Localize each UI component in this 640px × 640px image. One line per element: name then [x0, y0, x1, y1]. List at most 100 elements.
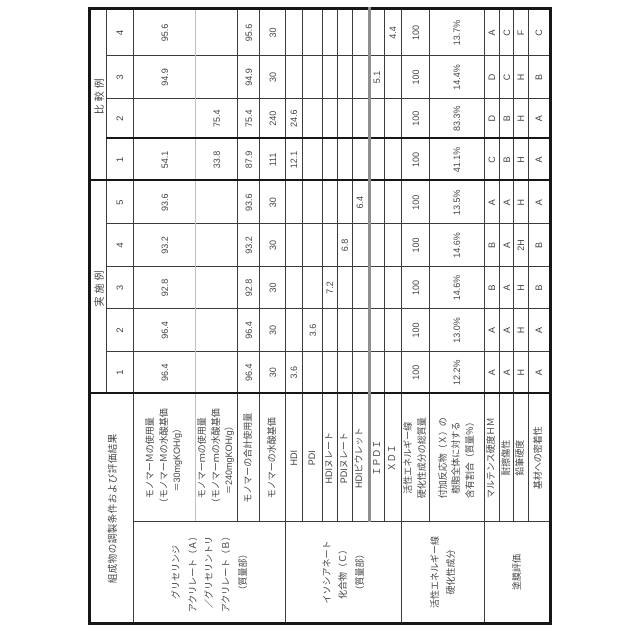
group-label-curable-component: 活性エネルギー線 硬化性成分: [401, 521, 485, 624]
value-cell: [302, 266, 323, 309]
value-cell: [322, 351, 338, 394]
group-label-acrylate: グリセリンジ アクリレート（Ａ） ／グリセリントリ アクリレート（Ｂ） （質量部…: [133, 521, 286, 624]
value-cell: [302, 180, 323, 224]
value-cell: [285, 8, 303, 56]
example-number: 1: [106, 351, 134, 394]
value-cell: [285, 55, 303, 99]
value-cell: 93.6: [133, 180, 196, 224]
value-cell: [352, 138, 370, 181]
value-cell: 75.4: [237, 98, 260, 139]
value-cell: 93.2: [133, 223, 196, 267]
value-cell: [369, 180, 385, 224]
example-number: 3: [106, 266, 134, 309]
value-cell: 87.9: [237, 138, 260, 181]
value-cell: [352, 98, 370, 139]
value-cell: 100: [401, 55, 430, 99]
value-cell: H: [513, 308, 529, 352]
value-cell: D: [484, 55, 500, 99]
example-number: 4: [106, 223, 134, 267]
row-label: モノマーの合計使用量: [237, 393, 260, 522]
value-cell: A: [484, 180, 500, 224]
row-label: モノマーの水酸基価: [259, 393, 286, 522]
value-cell: 7.2: [322, 266, 338, 309]
value-cell: 14.6%: [429, 223, 485, 267]
comparative-number: 1: [106, 138, 134, 181]
value-cell: 4.4: [384, 8, 402, 56]
value-cell: A: [499, 308, 514, 352]
value-cell: D: [484, 98, 500, 139]
value-cell: 100: [401, 138, 430, 181]
value-cell: 30: [259, 266, 286, 309]
table-row: 塗膜評価 マルテンス硬度ＨＭ A A B B A C D D A: [484, 8, 551, 624]
value-cell: A: [528, 180, 551, 224]
value-cell: 95.6: [133, 8, 196, 56]
row-label: モノマーｍの使用量 （モノマーｍの水酸基価 ＝240mgKOH/g）: [195, 393, 238, 522]
value-cell: B: [528, 266, 551, 309]
value-cell: [337, 266, 352, 309]
header-row-blocks: 組成物の調製条件および評価結果 実施例 比較例: [89, 8, 134, 624]
value-cell: [285, 180, 303, 224]
value-cell: 92.8: [133, 266, 196, 309]
value-cell: 33.8: [195, 138, 238, 181]
value-cell: [384, 180, 402, 224]
value-cell: [285, 308, 303, 352]
value-cell: 30: [259, 8, 286, 56]
value-cell: [369, 8, 385, 56]
comparative-number: 3: [106, 55, 134, 99]
value-cell: 3.6: [285, 351, 303, 394]
value-cell: [337, 8, 352, 56]
value-cell: [337, 308, 352, 352]
value-cell: C: [484, 138, 500, 181]
value-cell: 100: [401, 223, 430, 267]
value-cell: H: [513, 266, 529, 309]
value-cell: 92.8: [237, 266, 260, 309]
value-cell: B: [484, 266, 500, 309]
value-cell: [195, 351, 238, 394]
value-cell: 13.5%: [429, 180, 485, 224]
value-cell: A: [528, 138, 551, 181]
row-label: マルテンス硬度ＨＭ: [484, 393, 500, 522]
row-label: HDI: [285, 393, 303, 522]
value-cell: 13.0%: [429, 308, 485, 352]
value-cell: 13.7%: [429, 8, 485, 56]
value-cell: 12.2%: [429, 351, 485, 394]
value-cell: [384, 266, 402, 309]
value-cell: [302, 55, 323, 99]
value-cell: [337, 351, 352, 394]
value-cell: [322, 8, 338, 56]
value-cell: 6.8: [337, 223, 352, 267]
value-cell: B: [484, 223, 500, 267]
value-cell: [195, 55, 238, 99]
value-cell: 14.6%: [429, 266, 485, 309]
row-label: 活性エネルギー線 硬化性成分の総質量: [401, 393, 430, 522]
value-cell: 111: [259, 138, 286, 181]
value-cell: [384, 98, 402, 139]
value-cell: 96.4: [133, 308, 196, 352]
value-cell: 96.4: [237, 351, 260, 394]
group-label-coating-evaluation: 塗膜評価: [484, 521, 551, 624]
value-cell: 30: [259, 351, 286, 394]
value-cell: [352, 308, 370, 352]
value-cell: H: [513, 138, 529, 181]
row-label: 鉛筆硬度: [513, 393, 529, 522]
value-cell: 240: [259, 98, 286, 139]
value-cell: 3.6: [302, 308, 323, 352]
value-cell: 83.3%: [429, 98, 485, 139]
value-cell: [337, 180, 352, 224]
value-cell: [302, 351, 323, 394]
value-cell: [302, 98, 323, 139]
value-cell: [369, 351, 385, 394]
value-cell: [195, 308, 238, 352]
value-cell: F: [513, 8, 529, 56]
value-cell: C: [528, 8, 551, 56]
value-cell: [195, 180, 238, 224]
examples-header: 実施例: [89, 180, 107, 394]
value-cell: 96.4: [237, 308, 260, 352]
value-cell: A: [499, 223, 514, 267]
patent-results-table: 組成物の調製条件および評価結果 実施例 比較例 1 2 3 4 5 1 2 3 …: [88, 6, 552, 625]
value-cell: [369, 266, 385, 309]
value-cell: 30: [259, 55, 286, 99]
value-cell: 30: [259, 223, 286, 267]
comparative-number: 4: [106, 8, 134, 56]
group-label-isocyanate: イソシアネート 化合物（Ｃ） （質量部）: [285, 521, 402, 624]
